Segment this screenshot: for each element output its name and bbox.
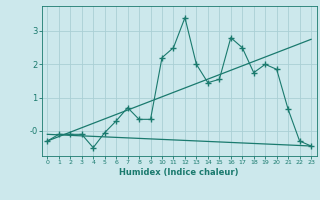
X-axis label: Humidex (Indice chaleur): Humidex (Indice chaleur) <box>119 168 239 177</box>
